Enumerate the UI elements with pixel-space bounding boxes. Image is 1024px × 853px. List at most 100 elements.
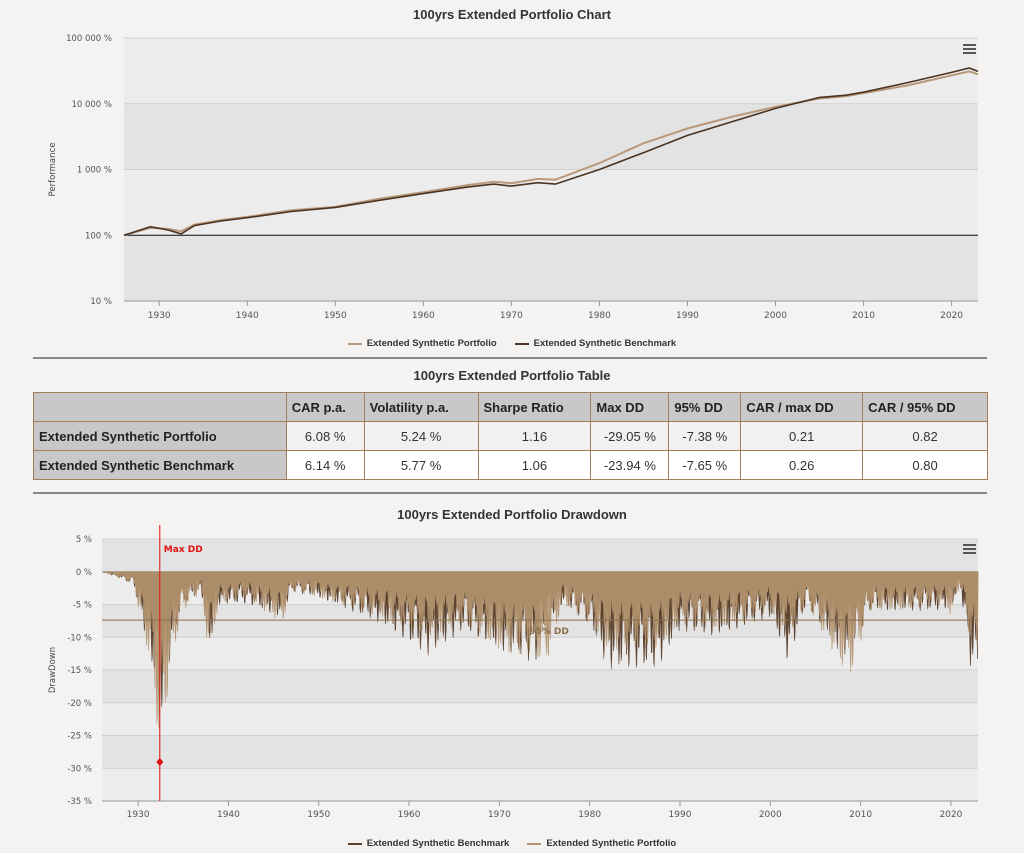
plot-band	[102, 539, 978, 572]
y-tick-label: 1 000 %	[77, 166, 112, 176]
table-row-label: Extended Synthetic Portfolio	[33, 421, 287, 451]
table-header-row: CAR p.a. Volatility p.a. Sharpe Ratio Ma…	[33, 392, 988, 422]
table-cell: 5.24 %	[363, 421, 479, 451]
table-row: Extended Synthetic Benchmark 6.14 % 5.77…	[33, 450, 988, 480]
x-tick-label: 1980	[578, 810, 601, 820]
plot-band	[102, 735, 978, 769]
section-divider	[33, 492, 987, 494]
legend-swatch-benchmark	[347, 842, 362, 845]
x-tick-label: 2000	[759, 810, 782, 820]
x-tick-label: 1940	[217, 810, 240, 820]
table-row-label: Extended Synthetic Benchmark	[33, 450, 287, 480]
table-cell: 5.77 %	[363, 450, 479, 480]
performance-chart-title: 100yrs Extended Portfolio Chart	[413, 7, 611, 22]
drawdown-legend: Extended Synthetic Benchmark Extended Sy…	[0, 838, 1024, 849]
pct95-dd-label: 95% DD	[529, 627, 569, 637]
x-tick-label: 1950	[307, 810, 330, 820]
legend-label-portfolio: Extended Synthetic Portfolio	[366, 338, 497, 349]
legend-swatch-portfolio	[347, 342, 362, 345]
table-cell: 0.82	[862, 421, 988, 451]
plot-band	[124, 235, 978, 301]
stats-table: CAR p.a. Volatility p.a. Sharpe Ratio Ma…	[33, 392, 988, 480]
x-tick-label: 1990	[676, 311, 699, 321]
x-tick-label: 2000	[764, 311, 787, 321]
x-tick-label: 1950	[324, 311, 347, 321]
legend-label-benchmark: Extended Synthetic Benchmark	[366, 838, 510, 849]
x-tick-label: 2020	[940, 311, 963, 321]
x-tick-label: 1970	[500, 311, 523, 321]
x-tick-label: 1930	[127, 810, 150, 820]
x-tick-label: 1990	[669, 810, 692, 820]
table-cell: -23.94 %	[590, 450, 670, 480]
y-tick-label: -15 %	[67, 666, 92, 676]
table-header-cell: CAR / 95% DD	[862, 392, 988, 422]
table-cell: -29.05 %	[590, 421, 670, 451]
table-cell: 0.21	[740, 421, 864, 451]
table-cell: 1.16	[477, 421, 592, 451]
drawdown-chart: 5 % 0 % -5 % -10 % -15 % -20 % -25 % -30 % -35 %…	[48, 525, 979, 820]
series-line-benchmark	[123, 67, 979, 237]
y-tick-label: 0 %	[76, 568, 92, 578]
y-axis-label: Performance	[48, 143, 58, 197]
plot-band	[124, 103, 978, 170]
table-header-cell: CAR / max DD	[740, 392, 864, 422]
y-axis-label: DrawDown	[48, 647, 58, 693]
x-tick-label: 1960	[412, 311, 435, 321]
table-cell: 6.08 %	[285, 421, 365, 451]
y-tick-label: 10 000 %	[71, 100, 112, 110]
x-tick-label: 1940	[236, 311, 259, 321]
y-tick-label: 10 %	[90, 297, 112, 307]
plot-band	[102, 670, 978, 703]
series-line-portfolio	[123, 70, 979, 237]
table-cell: -7.38 %	[668, 421, 742, 451]
legend-label-benchmark: Extended Synthetic Benchmark	[533, 338, 677, 349]
table-row: Extended Synthetic Portfolio 6.08 % 5.24…	[33, 421, 988, 451]
hamburger-menu-icon[interactable]	[958, 40, 980, 58]
y-tick-label: 5 %	[76, 535, 92, 545]
drawdown-chart-title: 100yrs Extended Portfolio Drawdown	[397, 507, 627, 522]
table-header-cell: Max DD	[590, 392, 670, 422]
table-header-cell: 95% DD	[668, 392, 742, 422]
y-tick-label: -5 %	[73, 601, 92, 611]
legend-swatch-portfolio	[527, 842, 542, 845]
legend-swatch-benchmark	[514, 342, 529, 345]
legend-item-portfolio[interactable]: Extended Synthetic Portfolio	[347, 338, 497, 349]
max-dd-marker	[156, 758, 164, 767]
hamburger-menu-icon[interactable]	[958, 540, 980, 558]
performance-legend: Extended Synthetic Portfolio Extended Sy…	[0, 338, 1024, 349]
y-tick-label: -20 %	[67, 699, 92, 709]
table-cell: 0.80	[862, 450, 988, 480]
plot-band	[102, 702, 978, 736]
x-tick-label: 2010	[852, 311, 875, 321]
legend-item-portfolio[interactable]: Extended Synthetic Portfolio	[527, 838, 676, 849]
y-tick-label: -25 %	[67, 732, 92, 742]
x-tick-label: 1980	[588, 311, 611, 321]
y-tick-label: -35 %	[67, 797, 92, 807]
y-tick-label: 100 %	[85, 231, 112, 241]
legend-label-portfolio: Extended Synthetic Portfolio	[546, 838, 677, 849]
x-tick-label: 1930	[148, 311, 171, 321]
legend-item-benchmark[interactable]: Extended Synthetic Benchmark	[347, 838, 510, 849]
y-tick-label: -10 %	[67, 633, 92, 643]
table-title: 100yrs Extended Portfolio Table	[413, 368, 611, 383]
x-tick-label: 2020	[939, 810, 962, 820]
table-header-cell: Sharpe Ratio	[477, 392, 592, 422]
table-header-cell: Volatility p.a.	[363, 392, 479, 422]
plot-band	[102, 768, 978, 801]
table-cell: -7.65 %	[668, 450, 742, 480]
y-tick-label: -30 %	[67, 764, 92, 774]
table-cell: 1.06	[477, 450, 592, 480]
table-header-cell	[33, 392, 287, 422]
max-dd-label: Max DD	[164, 545, 203, 555]
y-tick-label: 100 000 %	[66, 34, 112, 44]
section-divider	[33, 357, 987, 359]
performance-chart: 10 % 100 % 1 000 % 10 000 % 100 000 % 1930 194…	[48, 34, 979, 321]
legend-item-benchmark[interactable]: Extended Synthetic Benchmark	[514, 338, 677, 349]
table-cell: 6.14 %	[285, 450, 365, 480]
table-header-cell: CAR p.a.	[285, 392, 365, 422]
table-cell: 0.26	[740, 450, 864, 480]
x-tick-label: 2010	[849, 810, 872, 820]
x-tick-label: 1970	[488, 810, 511, 820]
x-tick-label: 1960	[398, 810, 421, 820]
plot-band	[124, 38, 978, 104]
